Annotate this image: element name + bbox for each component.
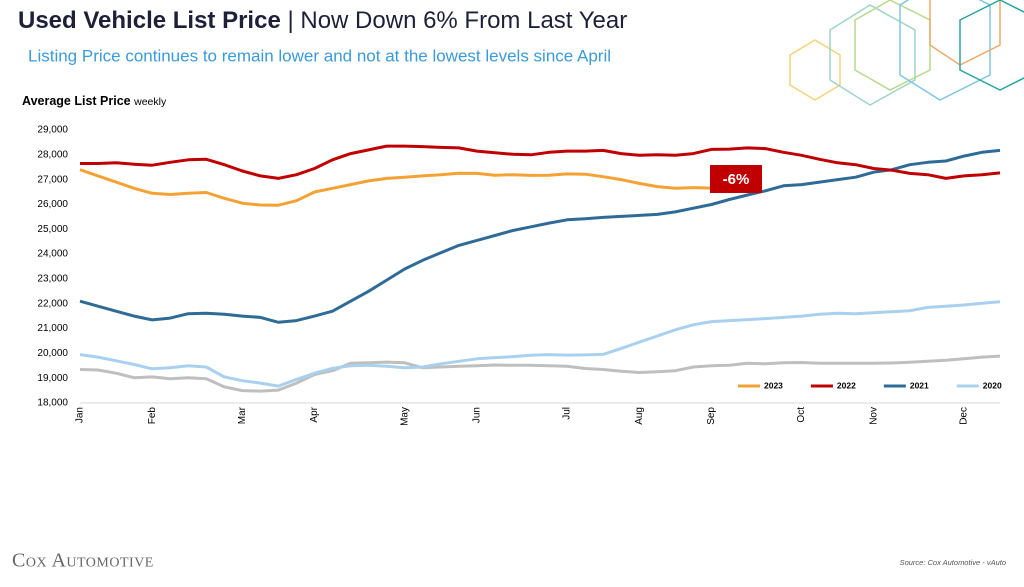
y-tick-label: 28,000 <box>37 149 68 160</box>
legend-label: 2022 <box>837 380 856 390</box>
annotation-box <box>710 165 762 193</box>
x-tick-label: Aug <box>634 407 645 425</box>
x-tick-label: Sep <box>706 407 717 425</box>
y-label-note: weekly <box>133 96 167 108</box>
plot: 18,000 19,000 20,000 21,000 22,000 23,000 24,0… <box>37 125 1002 426</box>
title-suffix: | Now Down 6% From Last Year <box>287 7 627 34</box>
decoration <box>789 0 1024 106</box>
x-tick-label: Mar <box>237 406 248 424</box>
series-line <box>79 168 712 207</box>
series-line <box>79 148 1001 324</box>
y-tick-label: 19,000 <box>37 373 68 384</box>
legend-label: 2023 <box>764 380 783 390</box>
y-tick-label: 22,000 <box>37 298 68 309</box>
y-tick-label: 26,000 <box>37 199 68 210</box>
y-tick-label: 25,000 <box>37 224 68 235</box>
y-tick-label: 21,000 <box>37 323 68 334</box>
y-tick-label: 29,000 <box>37 125 68 136</box>
series-line <box>80 144 1001 180</box>
source: Source: Cox Automotive - vAuto <box>900 558 1006 567</box>
legend-label: 2021 <box>910 380 929 390</box>
y-tick-label: 20,000 <box>37 348 68 359</box>
y-tick-label: 24,000 <box>37 249 68 260</box>
brand: Cox Automotive <box>12 550 154 572</box>
series-line <box>79 354 1001 393</box>
title-line: Used Vehicle List Price | Now Down 6% Fr… <box>18 7 627 34</box>
x-tick-label: Jul <box>562 407 573 420</box>
x-tick-label: May <box>399 407 410 426</box>
x-tick-label: Jun <box>472 407 483 423</box>
subtitle: Listing Price continues to remain lower … <box>28 46 611 65</box>
legend-label: 2020 <box>983 380 1002 390</box>
y-tick-label: 27,000 <box>37 174 68 185</box>
x-tick-label: Apr <box>309 406 320 422</box>
x-tick-label: Oct <box>796 407 807 423</box>
y-tick-label: 23,000 <box>37 274 68 285</box>
y-label: Average List Price <box>22 94 131 108</box>
x-tick-label: Jan <box>75 407 86 423</box>
title: Used Vehicle List Price <box>18 7 281 34</box>
y-tick-label: 18,000 <box>37 398 68 409</box>
x-tick-label: Dec <box>959 407 970 425</box>
x-tick-label: Nov <box>868 407 879 425</box>
annotation: -6% <box>723 171 750 188</box>
y-label-line: Average List Price weekly <box>22 94 167 108</box>
x-tick-label: Feb <box>147 407 158 425</box>
series-line <box>79 300 1001 388</box>
